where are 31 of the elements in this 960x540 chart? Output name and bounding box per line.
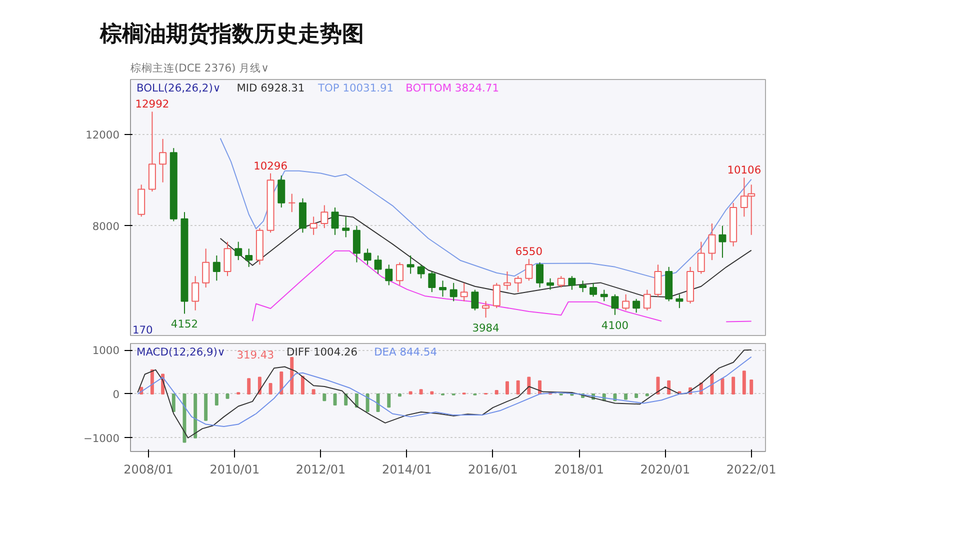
x-tick-label: 2008/01 xyxy=(124,462,174,476)
annotation: 10296 xyxy=(254,159,288,172)
x-tick-label: 2010/01 xyxy=(210,462,260,476)
y-tick-label: 0 xyxy=(112,388,120,401)
x-tick-label: 2020/01 xyxy=(640,462,690,476)
chart-title: 棕榈油期货指数历史走势图 xyxy=(100,21,364,49)
annotation: 12992 xyxy=(135,98,170,111)
y-tick-label: 1000 xyxy=(92,344,120,358)
text: BOTTOM 3824.71 xyxy=(406,82,499,94)
annotation: 4152 xyxy=(170,318,198,331)
annotation: 6550 xyxy=(515,244,543,258)
annotation: 10106 xyxy=(727,164,762,177)
annotation: 3984 xyxy=(472,322,500,335)
x-tick-label: 2018/01 xyxy=(554,462,604,476)
annotation: 4100 xyxy=(601,318,629,332)
text: TOP 10031.91 xyxy=(317,82,394,94)
x-tick-label: 2014/01 xyxy=(382,462,432,476)
chart-subtitle: 棕榈主连(DCE 2376) 月线∨ xyxy=(130,62,269,74)
y-tick-label: −1000 xyxy=(83,432,120,445)
x-tick-label: 2022/01 xyxy=(726,462,776,476)
legend-title: BOLL(26,26,2)∨ xyxy=(136,82,221,94)
text: DEA 844.54 xyxy=(374,346,438,358)
annotation: 170 xyxy=(132,324,154,336)
series-label: DIFF 1004.26 xyxy=(286,346,358,358)
x-tick-label: 2016/01 xyxy=(468,462,518,476)
x-tick-label: 2012/01 xyxy=(296,462,346,476)
y-tick-label: 12000 xyxy=(86,128,120,142)
text: MID 6928.31 xyxy=(236,82,305,94)
legend-title: MACD(12,26,9)∨ xyxy=(136,346,226,358)
y-tick-label: 8000 xyxy=(92,220,120,233)
series-label: 319.43 xyxy=(236,348,274,362)
